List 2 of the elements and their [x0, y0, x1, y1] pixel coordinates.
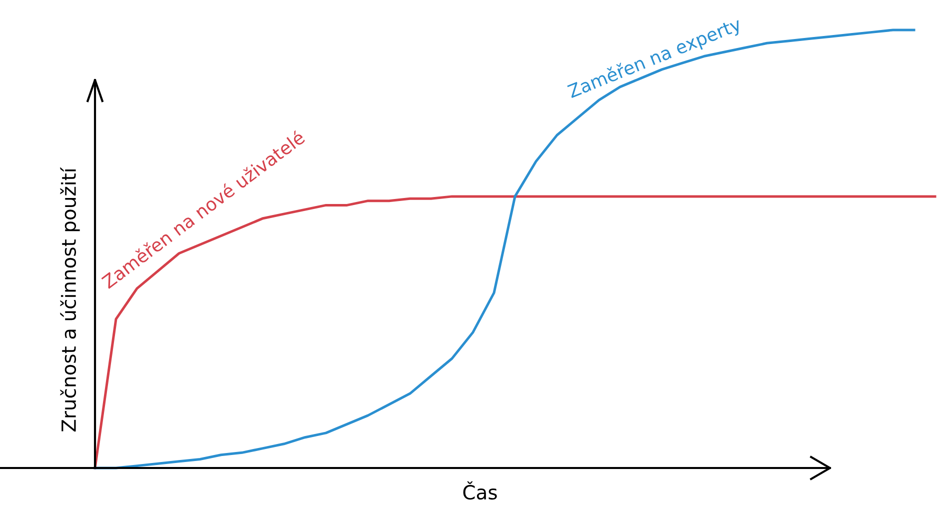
x-axis-title: Čas	[463, 481, 497, 500]
y-axis-title: Zručnost a účinnost použití	[60, 167, 80, 432]
